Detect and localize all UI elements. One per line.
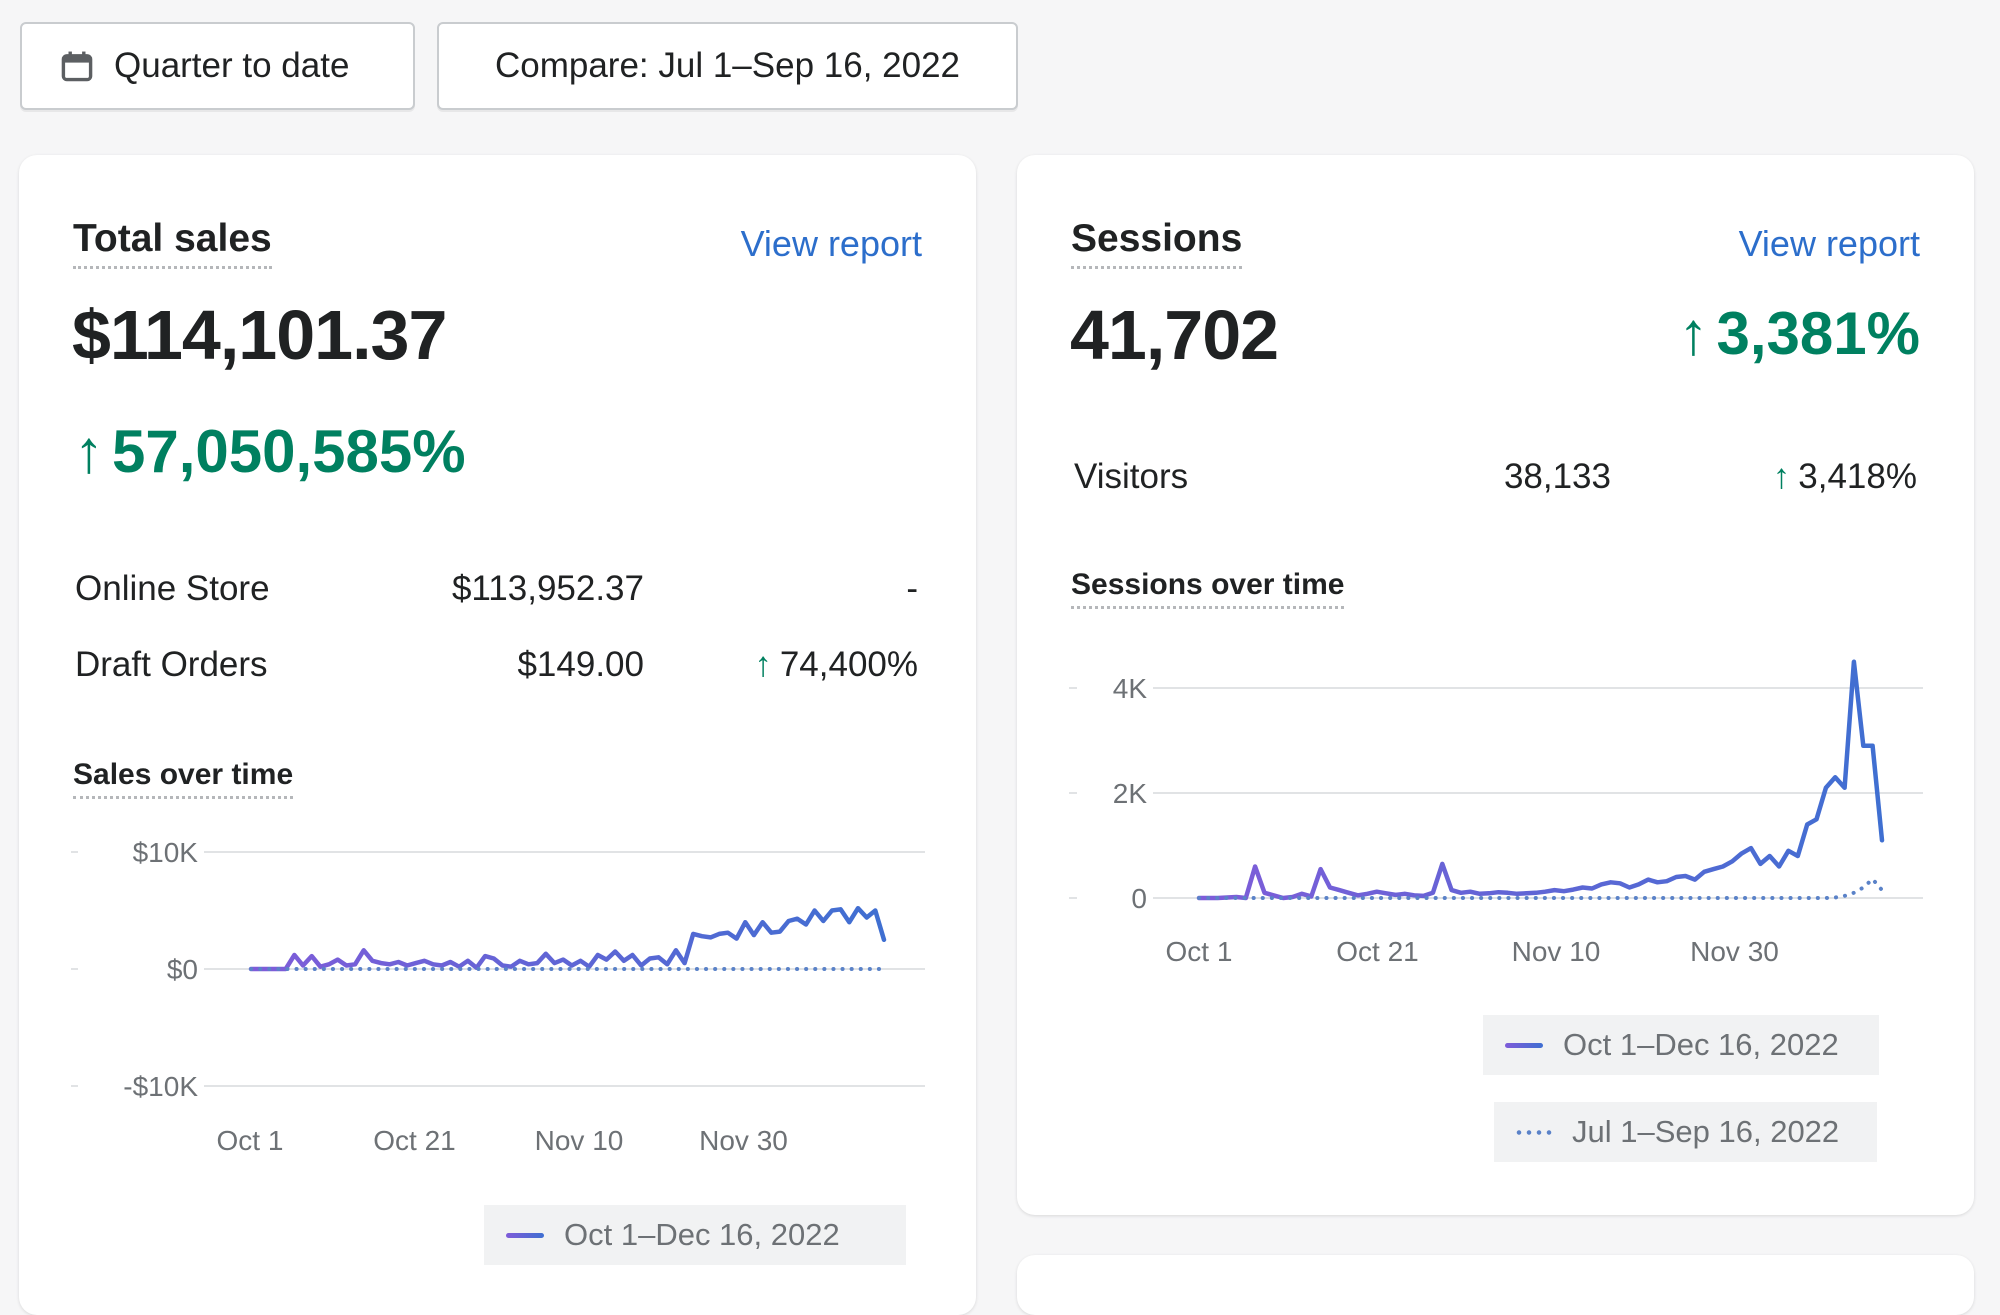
x-tick-label: Oct 21 (373, 1125, 455, 1156)
row-label: Draft Orders (75, 645, 268, 684)
row-label: Online Store (75, 569, 270, 608)
row-value: $149.00 (517, 645, 644, 684)
sales-chart: $10K $0 -$10K Oct 1 Oct 21 Nov 10 Nov 30 (71, 836, 925, 1156)
chart-title[interactable]: Sessions over time (1071, 568, 1345, 609)
compare-button[interactable]: Compare: Jul 1–Sep 16, 2022 (437, 22, 1018, 110)
legend-item[interactable]: Oct 1–Dec 16, 2022 (1483, 1015, 1879, 1075)
visitors-value: 38,133 (1503, 457, 1611, 496)
y-tick-bg (1077, 777, 1153, 809)
total-sales-value: $114,101.37 (72, 296, 447, 374)
legend-line-icon (1505, 1042, 1543, 1048)
y-tick-label: -$10K (123, 1071, 198, 1102)
compare-label: Compare: Jul 1–Sep 16, 2022 (494, 46, 961, 85)
sessions-value: 41,702 (1070, 296, 1279, 374)
current-series-line (1196, 659, 1885, 901)
card-title[interactable]: Sessions (1071, 217, 1243, 269)
x-tick-label: Nov 10 (535, 1125, 624, 1156)
row-value: $113,952.37 (451, 569, 644, 608)
view-report-link[interactable]: View report (1738, 223, 1920, 264)
change-value: 57,050,585% (112, 418, 466, 485)
y-tick-label: $10K (133, 837, 199, 868)
visitors-label: Visitors (1074, 457, 1189, 496)
sessions-change: ↑ 3,381% (1678, 300, 1921, 367)
y-tick-label: 4K (1113, 673, 1148, 704)
x-tick-label: Oct 1 (1166, 936, 1233, 967)
y-tick-label: $0 (167, 954, 198, 985)
legend-item[interactable]: Oct 1–Dec 16, 2022 (484, 1205, 906, 1265)
date-range-button[interactable]: Quarter to date (20, 22, 415, 110)
legend-label: Oct 1–Dec 16, 2022 (564, 1217, 840, 1252)
arrow-up-icon: ↑ (1678, 300, 1709, 367)
legend-dots-icon (1514, 1129, 1552, 1135)
x-tick-label: Nov 30 (1690, 936, 1779, 967)
legend-line-icon (506, 1232, 544, 1238)
total-sales-change: ↑ 57,050,585% (74, 417, 466, 486)
y-tick-bg (78, 836, 204, 868)
arrow-up-icon: ↑ (754, 645, 772, 684)
row-change: ↑ 74,400% (754, 645, 918, 684)
chart-title[interactable]: Sales over time (73, 758, 294, 799)
arrow-up-icon: ↑ (1772, 457, 1791, 496)
x-tick-label: Nov 10 (1512, 936, 1601, 967)
y-tick-label: 0 (1131, 883, 1147, 914)
visitors-change: ↑ 3,418% (1772, 457, 1917, 496)
y-tick-bg (78, 953, 204, 985)
next-card (1017, 1255, 1974, 1315)
x-tick-label: Nov 30 (699, 1125, 788, 1156)
total-sales-card: Total sales View report $114,101.37 ↑ 57,… (19, 155, 976, 1315)
row-change: - (906, 569, 918, 608)
y-tick-bg (1077, 882, 1153, 914)
calendar-icon (61, 51, 93, 82)
legend-label: Jul 1–Sep 16, 2022 (1572, 1114, 1840, 1149)
sessions-card: Sessions View report 41,702 ↑ 3,381% Visi… (1017, 155, 1974, 1215)
date-range-label: Quarter to date (114, 46, 350, 85)
legend-label: Oct 1–Dec 16, 2022 (1563, 1027, 1839, 1062)
sessions-chart: 4K 2K 0 Oct 1 Oct 21 Nov 10 Nov 30 (1069, 659, 1923, 967)
current-series-line (248, 905, 887, 972)
view-report-link[interactable]: View report (740, 223, 922, 264)
card-title[interactable]: Total sales (73, 217, 272, 269)
legend-item[interactable]: Jul 1–Sep 16, 2022 (1494, 1102, 1877, 1162)
y-tick-bg (78, 1070, 204, 1102)
x-tick-label: Oct 1 (217, 1125, 284, 1156)
y-tick-bg (1077, 672, 1153, 704)
arrow-up-icon: ↑ (74, 418, 104, 485)
y-tick-label: 2K (1113, 778, 1148, 809)
x-tick-label: Oct 21 (1336, 936, 1418, 967)
